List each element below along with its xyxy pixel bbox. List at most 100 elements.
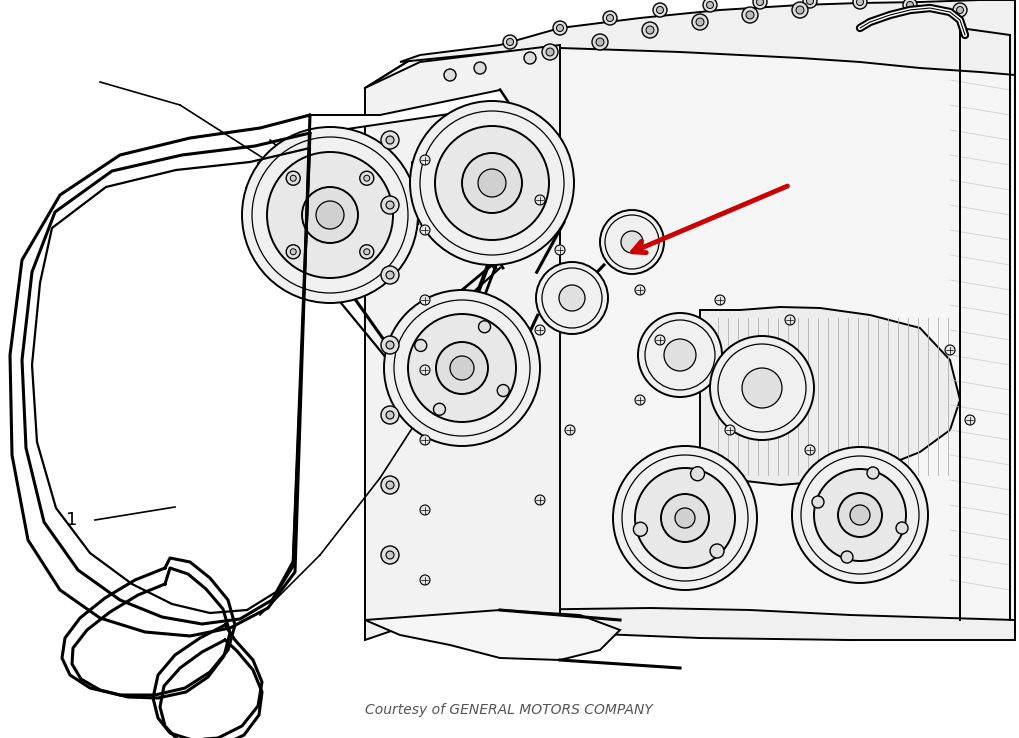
Circle shape <box>462 153 522 213</box>
Circle shape <box>546 48 554 56</box>
Circle shape <box>635 285 645 295</box>
Circle shape <box>386 201 394 209</box>
Circle shape <box>386 136 394 144</box>
Circle shape <box>655 335 665 345</box>
Circle shape <box>242 127 418 303</box>
Circle shape <box>316 201 344 229</box>
Circle shape <box>381 406 399 424</box>
Polygon shape <box>310 90 510 133</box>
Text: Courtesy of GENERAL MOTORS COMPANY: Courtesy of GENERAL MOTORS COMPANY <box>365 703 653 717</box>
Circle shape <box>725 425 735 435</box>
Circle shape <box>692 14 708 30</box>
Polygon shape <box>400 0 1015 75</box>
Circle shape <box>606 15 613 21</box>
Circle shape <box>420 365 430 375</box>
Circle shape <box>415 339 427 351</box>
Circle shape <box>806 0 813 4</box>
Circle shape <box>360 171 374 185</box>
Circle shape <box>592 34 608 50</box>
Circle shape <box>559 285 585 311</box>
Circle shape <box>450 356 474 380</box>
Polygon shape <box>365 45 560 620</box>
Circle shape <box>360 245 374 259</box>
Circle shape <box>957 7 964 13</box>
Circle shape <box>792 447 928 583</box>
Circle shape <box>653 3 667 17</box>
Circle shape <box>478 169 506 197</box>
Circle shape <box>420 155 430 165</box>
Circle shape <box>841 551 853 563</box>
Circle shape <box>302 187 358 243</box>
Circle shape <box>536 262 608 334</box>
Circle shape <box>656 7 663 13</box>
Circle shape <box>642 22 658 38</box>
Circle shape <box>436 342 488 394</box>
Circle shape <box>381 546 399 564</box>
Circle shape <box>386 271 394 279</box>
Circle shape <box>896 522 908 534</box>
Circle shape <box>542 44 558 60</box>
Circle shape <box>635 395 645 405</box>
Circle shape <box>435 126 549 240</box>
Circle shape <box>753 0 767 9</box>
Circle shape <box>386 411 394 419</box>
Circle shape <box>613 446 757 590</box>
Circle shape <box>386 341 394 349</box>
Circle shape <box>621 231 643 253</box>
Circle shape <box>596 38 604 46</box>
Circle shape <box>386 551 394 559</box>
Circle shape <box>703 0 717 12</box>
Polygon shape <box>700 307 960 485</box>
Circle shape <box>290 249 297 255</box>
Circle shape <box>853 0 867 9</box>
Circle shape <box>756 0 763 5</box>
Circle shape <box>635 468 735 568</box>
Circle shape <box>603 11 616 25</box>
Circle shape <box>503 35 517 49</box>
Circle shape <box>805 445 815 455</box>
Circle shape <box>535 495 545 505</box>
Circle shape <box>945 345 955 355</box>
Circle shape <box>364 175 370 182</box>
Circle shape <box>420 225 430 235</box>
Circle shape <box>386 481 394 489</box>
Polygon shape <box>365 610 620 660</box>
Circle shape <box>381 131 399 149</box>
Circle shape <box>384 290 540 446</box>
Circle shape <box>867 467 879 479</box>
Circle shape <box>474 62 486 74</box>
Circle shape <box>553 21 567 35</box>
Circle shape <box>850 505 870 525</box>
Circle shape <box>742 7 758 23</box>
Circle shape <box>600 210 664 274</box>
Circle shape <box>535 195 545 205</box>
Circle shape <box>903 0 917 12</box>
Circle shape <box>565 425 575 435</box>
Circle shape <box>965 415 975 425</box>
Circle shape <box>746 11 754 19</box>
Circle shape <box>675 508 695 528</box>
Circle shape <box>664 339 696 371</box>
Circle shape <box>364 249 370 255</box>
Circle shape <box>433 403 445 415</box>
Circle shape <box>710 336 814 440</box>
Circle shape <box>796 6 804 14</box>
Circle shape <box>803 0 817 8</box>
Circle shape <box>444 69 455 81</box>
Circle shape <box>634 523 647 537</box>
Circle shape <box>792 2 808 18</box>
Text: 1: 1 <box>66 511 77 529</box>
Circle shape <box>381 476 399 494</box>
Circle shape <box>638 313 722 397</box>
Circle shape <box>857 0 863 5</box>
Circle shape <box>420 505 430 515</box>
Circle shape <box>410 101 574 265</box>
Circle shape <box>953 3 967 17</box>
Circle shape <box>646 26 654 34</box>
Circle shape <box>420 575 430 585</box>
Circle shape <box>710 544 725 558</box>
Circle shape <box>267 152 393 278</box>
Circle shape <box>524 52 536 64</box>
Circle shape <box>742 368 782 408</box>
Circle shape <box>286 245 301 259</box>
